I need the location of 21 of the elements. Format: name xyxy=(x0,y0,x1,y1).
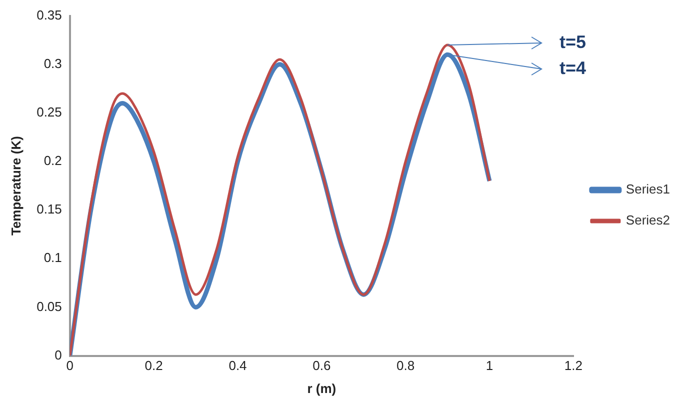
x-tick-label: 0.6 xyxy=(312,358,331,374)
x-tick-label: 0.2 xyxy=(144,358,163,374)
y-tick-label: 0.1 xyxy=(44,250,62,266)
y-axis-title: Temperature (K) xyxy=(8,136,24,236)
y-tick-label: 0.05 xyxy=(36,298,62,314)
y-tick-label: 0.3 xyxy=(44,56,62,71)
y-tick-label: 0.25 xyxy=(36,104,62,120)
annotation: t=5 xyxy=(560,32,586,52)
x-tick-label: 1.2 xyxy=(564,358,582,374)
x-axis-title: r (m) xyxy=(307,380,336,396)
y-tick-label: 0.35 xyxy=(36,7,62,22)
legend-label: Series2 xyxy=(626,212,670,228)
x-tick-label: 0.4 xyxy=(228,358,247,374)
y-tick-label: 0.15 xyxy=(36,202,62,217)
x-tick-label: 0 xyxy=(66,358,74,374)
x-tick-label: 1 xyxy=(486,358,494,374)
x-tick-label: 0.8 xyxy=(396,358,415,374)
annotation: t=4 xyxy=(560,58,586,78)
y-tick-label: 0 xyxy=(54,347,62,362)
legend-label: Series1 xyxy=(626,182,670,197)
y-tick-label: 0.2 xyxy=(44,153,62,168)
